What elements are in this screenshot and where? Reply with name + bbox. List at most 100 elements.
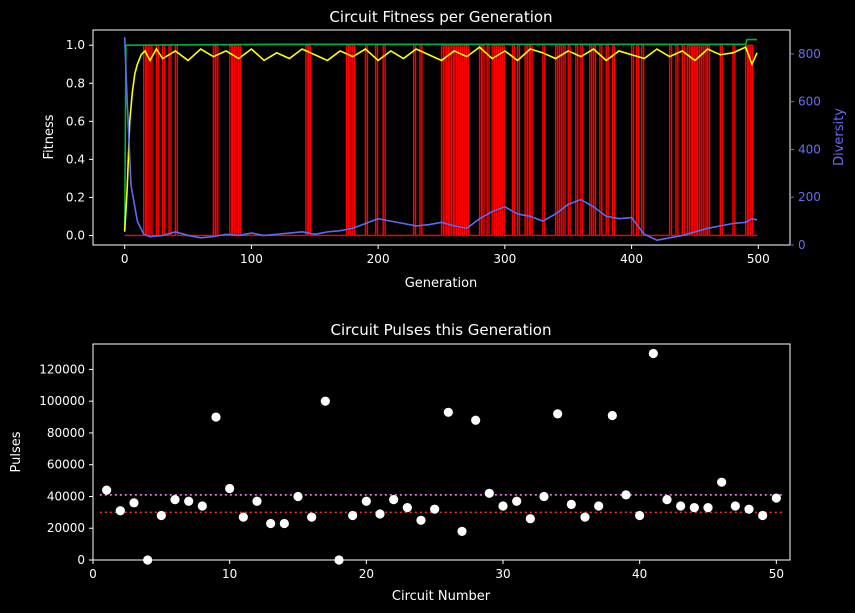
data-point (238, 512, 248, 522)
data-point (279, 518, 289, 529)
data-point (252, 496, 262, 506)
data-point (566, 499, 576, 510)
y2-tick-label: 200 (798, 190, 821, 204)
y-tick-label: 0.6 (66, 114, 85, 128)
y2-axis-label: Diversity (832, 108, 847, 166)
data-point (580, 512, 590, 522)
x-tick-label: 20 (359, 567, 374, 581)
x-tick-label: 300 (493, 252, 516, 266)
data-point (197, 501, 207, 511)
diversity-line (123, 37, 758, 242)
y-axis-ticks: 0.0 0.2 0.4 0.6 0.8 1.0 (66, 38, 93, 242)
y-tick-label: 60000 (47, 458, 85, 472)
x-tick-label: 0 (121, 252, 129, 266)
data-point (361, 496, 371, 506)
data-point (607, 410, 617, 421)
data-point (184, 496, 194, 506)
data-point (375, 509, 385, 519)
data-point (115, 506, 125, 516)
data-point (648, 348, 658, 359)
x-tick-label: 200 (367, 252, 390, 266)
y-tick-label: 40000 (47, 489, 85, 503)
data-point (771, 493, 781, 503)
data-point (498, 501, 508, 511)
x-axis-label: Circuit Number (392, 589, 491, 604)
plot-frame (92, 29, 791, 246)
data-point (156, 510, 166, 521)
data-point (621, 490, 631, 500)
x-tick-label: 50 (769, 567, 784, 581)
y2-tick-label: 600 (798, 95, 821, 109)
data-point (539, 491, 549, 502)
plot-area (99, 348, 784, 565)
y-tick-label: 0.4 (66, 152, 85, 166)
data-point (689, 502, 699, 513)
y-axis-label: Pulses (9, 431, 24, 472)
y-tick-label: 0 (77, 553, 85, 567)
data-point (471, 415, 481, 425)
data-point (211, 412, 221, 422)
chart-title: Circuit Pulses this Generation (331, 321, 552, 339)
data-point (676, 501, 686, 511)
data-point (320, 396, 330, 406)
y-tick-label: 120000 (39, 362, 85, 376)
x-tick-label: 40 (632, 567, 647, 581)
data-point (102, 485, 112, 495)
x-tick-label: 400 (620, 252, 643, 266)
fitness-chart: Circuit Fitness per Generation 0 100 200 30… (42, 8, 847, 291)
data-point (553, 409, 563, 419)
x-tick-label: 100 (240, 252, 263, 266)
data-point (717, 477, 727, 487)
y2-tick-label: 800 (798, 47, 821, 61)
data-point (402, 502, 412, 513)
data-point (635, 510, 645, 521)
y-axis-label: Fitness (42, 114, 57, 159)
data-point (594, 501, 604, 511)
y2-tick-label: 400 (798, 142, 821, 156)
x-axis-ticks: 0 10 20 30 40 50 (89, 560, 784, 581)
y-tick-label: 1.0 (66, 38, 85, 52)
y-tick-label: 80000 (47, 426, 85, 440)
chart-title: Circuit Fitness per Generation (329, 8, 552, 26)
y-axis-ticks: 0 20000 40000 60000 80000 100000 120000 (39, 362, 93, 567)
data-point (266, 518, 276, 529)
data-point (512, 496, 522, 506)
plot-area (123, 37, 758, 242)
x-axis-ticks: 0 100 200 300 400 500 (121, 245, 770, 266)
y-tick-label: 0.2 (66, 190, 85, 204)
x-tick-label: 500 (747, 252, 770, 266)
data-point (307, 512, 317, 522)
x-tick-label: 0 (89, 567, 97, 581)
data-point (484, 488, 494, 498)
data-point (225, 483, 235, 494)
y-tick-label: 20000 (47, 521, 85, 535)
data-point (293, 491, 303, 502)
mean-fitness-line (123, 46, 758, 232)
data-point (416, 515, 426, 525)
data-point (430, 504, 440, 514)
x-tick-label: 10 (222, 567, 237, 581)
pulses-chart: Circuit Pulses this Generation 0 10 20 30 40… (9, 321, 791, 604)
data-point (525, 514, 535, 524)
data-point (170, 495, 180, 505)
data-point (443, 407, 453, 417)
y-tick-label: 0.8 (66, 76, 85, 90)
data-point (703, 502, 713, 513)
data-point (730, 501, 740, 511)
max-fitness-line (123, 38, 758, 232)
data-point (758, 510, 768, 521)
plot-frame (92, 343, 791, 561)
y2-axis-ticks: 0 200 400 600 800 (790, 47, 821, 252)
y-tick-label: 0.0 (66, 228, 85, 242)
x-axis-label: Generation (405, 276, 478, 291)
data-point (457, 526, 467, 537)
y2-tick-label: 0 (798, 238, 806, 252)
data-point (129, 498, 139, 508)
data-point (348, 510, 358, 521)
data-point (662, 495, 672, 505)
x-tick-label: 30 (495, 567, 510, 581)
data-point (744, 504, 754, 514)
data-point (389, 495, 399, 505)
y-tick-label: 100000 (39, 394, 85, 408)
